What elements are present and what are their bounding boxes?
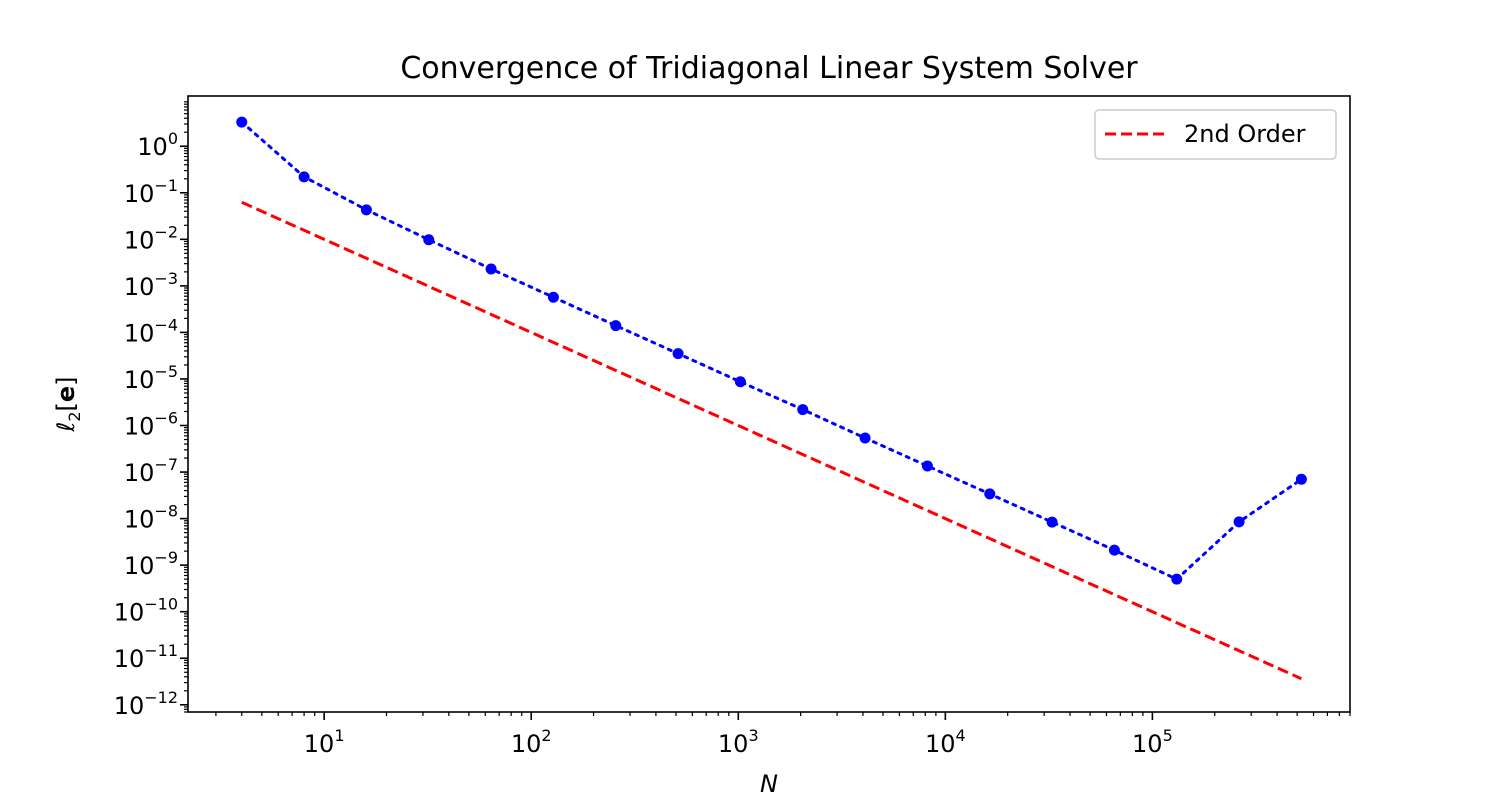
plot-frame	[187, 95, 1351, 713]
y-axis: 100 10−1 10−2 10−3 10−4 10−5 10−6 10−7 10−8 10−9 1…	[114, 101, 188, 720]
x-axis: 101 102 103 104 105	[215, 712, 1351, 758]
legend-label-2nd-order: 2nd Order	[1184, 120, 1306, 148]
y-tick-label: 100	[137, 129, 178, 161]
series-error-point	[797, 404, 809, 416]
series-layer	[236, 116, 1307, 681]
series-error-point	[423, 234, 435, 246]
x-tick-label: 104	[925, 726, 966, 758]
y-tick-label: 10−4	[124, 315, 178, 347]
series-error-point	[1108, 544, 1120, 556]
series-error-point	[1171, 573, 1183, 585]
y-tick-label: 10−5	[124, 362, 178, 394]
y-label-open-bracket: [	[52, 402, 80, 411]
y-label-close-bracket: ]	[52, 376, 80, 385]
series-error-point	[610, 320, 622, 332]
y-tick-label: 10−11	[114, 641, 178, 673]
x-tick-label: 102	[511, 726, 552, 758]
series-error-point	[672, 348, 684, 360]
series-error-point	[1233, 516, 1245, 528]
series-error-point	[1295, 473, 1307, 485]
series-error-point	[360, 204, 372, 216]
y-tick-label: 10−2	[124, 222, 178, 254]
series-error-point	[859, 432, 871, 444]
y-tick-label: 10−3	[124, 269, 178, 301]
y-tick-label: 10−12	[114, 688, 178, 720]
y-tick-label: 10−10	[114, 595, 178, 627]
series-error-point	[298, 171, 310, 183]
y-axis-label: ℓ2[e]	[52, 376, 84, 432]
x-tick-label: 105	[1132, 726, 1173, 758]
legend-box	[1094, 109, 1337, 160]
series-error-point	[734, 376, 746, 388]
chart-title: Convergence of Tridiagonal Linear System…	[400, 51, 1138, 86]
series-error-point	[485, 263, 497, 275]
y-label-subscript: 2	[65, 411, 84, 421]
x-axis-label: N	[760, 770, 778, 798]
series-error-line	[240, 120, 1303, 581]
series-error-point	[921, 460, 933, 472]
y-tick-label: 10−1	[124, 176, 178, 208]
y-tick-label: 10−9	[124, 548, 178, 580]
x-tick-label: 101	[304, 726, 345, 758]
series-error-point	[984, 488, 996, 500]
x-tick-label: 103	[718, 726, 759, 758]
y-label-bold: e	[52, 386, 80, 402]
y-label-base: ℓ	[52, 422, 80, 433]
series-error-point	[236, 116, 248, 128]
y-tick-label: 10−7	[124, 455, 178, 487]
series-error-point	[547, 291, 559, 303]
y-tick-label: 10−8	[124, 502, 178, 534]
series-error-point	[1046, 516, 1058, 528]
y-tick-label: 10−6	[124, 409, 178, 441]
plot-area: 101 102 103 104 105 10010−110−210−310−410−51…	[114, 95, 1351, 758]
series-2nd-order-line	[241, 200, 1303, 681]
legend: 2nd Order	[1094, 109, 1337, 160]
